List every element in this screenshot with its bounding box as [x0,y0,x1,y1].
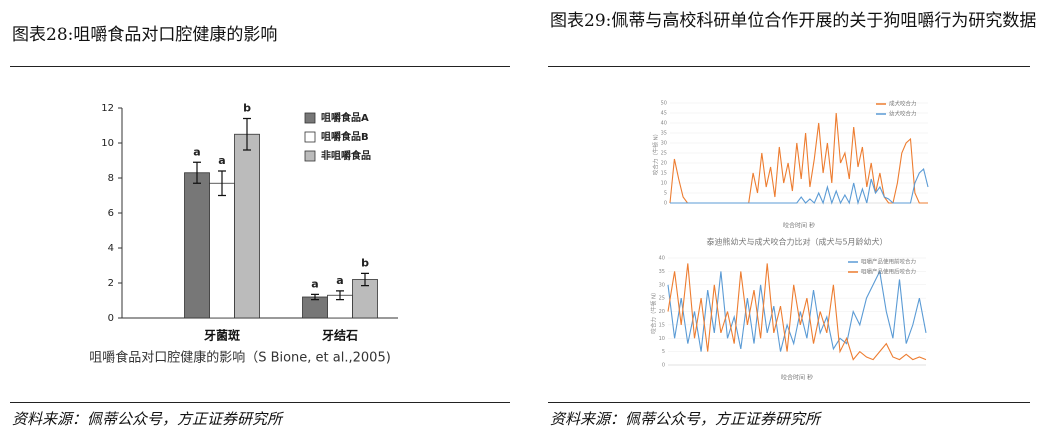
bar [234,133,260,319]
error-bar [218,170,226,197]
source: 资料来源：佩蒂公众号，方正证券研究所 [12,410,283,428]
y-tick-label: 50 [661,101,667,107]
significance-letter: a [336,274,343,287]
line-series [667,263,927,361]
error-bar [336,290,344,301]
rule [10,66,510,67]
y-tick-label: 12 [101,103,114,114]
y-tick-label: 20 [659,309,665,315]
line-series [669,112,928,204]
significance-letter: b [243,102,251,115]
error-bar [311,293,319,301]
x-tick-label: 牙结石 [322,328,358,343]
rule [548,402,1030,403]
legend-swatch [304,112,316,124]
x-axis-label: 咬合时间 秒 [781,374,813,382]
y-tick-label: 15 [659,322,665,328]
legend-label: 咀嚼食品A [321,111,369,124]
y-axis-label: 咬合力（牛顿 N） [650,289,658,333]
legend-swatch [304,150,316,162]
rule [548,66,1030,67]
legend-swatch [304,131,316,143]
significance-letter: b [361,256,369,269]
y-tick-label: 45 [661,111,667,117]
y-tick-label: 8 [108,173,114,184]
x-tick-label: 牙菌斑 [204,328,240,343]
significance-letter: a [311,277,318,290]
legend-label: 咀嚼食品B [321,130,369,143]
figure-title: 图表29:佩蒂与高校科研单位合作开展的关于狗咀嚼行为研究数据 [550,11,1037,31]
y-tick-label: 10 [661,181,667,187]
y-tick-label: 30 [661,141,667,147]
y-tick-label: 0 [664,201,667,207]
y-tick-label: 2 [108,278,114,289]
chart-title: 泰迪熊幼犬与成犬咬合力比对（成犬与5月龄幼犬） [706,237,887,247]
error-bar [243,117,251,151]
legend-label: 成犬咬合力 [889,100,917,108]
x-axis-label: 咬合时间 秒 [783,222,815,230]
line-series [667,269,927,352]
y-tick-label: 25 [659,296,665,302]
y-tick-label: 20 [661,161,667,167]
significance-letter: a [193,145,200,158]
legend-label: 非咀嚼食品 [321,149,371,162]
error-bar [193,161,201,184]
y-tick-label: 40 [661,121,667,127]
error-bar [361,272,369,287]
y-tick-label: 40 [659,256,665,262]
y-tick-label: 10 [101,138,114,149]
y-axis-label: 咬合力（牛顿 N） [652,131,660,175]
figure-title: 图表28:咀嚼食品对口腔健康的影响 [12,25,278,45]
y-tick-label: 35 [659,269,665,275]
rule [10,402,510,403]
y-tick-label: 6 [108,208,114,219]
y-tick-label: 5 [664,191,667,197]
y-tick-label: 25 [661,151,667,157]
y-tick-label: 35 [661,131,667,137]
y-tick-label: 10 [659,336,665,342]
significance-letter: a [218,154,225,167]
legend-label: 咀嚼产品使用前咬合力 [861,258,916,266]
y-tick-label: 0 [662,363,665,369]
line-series [670,167,929,206]
y-tick-label: 15 [661,171,667,177]
y-tick-label: 30 [659,282,665,288]
legend-label: 咀嚼产品使用后咬合力 [861,268,916,276]
y-tick-label: 5 [662,349,665,355]
y-tick-label: 4 [108,243,114,254]
bar [209,182,235,319]
legend-label: 幼犬咬合力 [889,110,917,118]
source: 资料来源：佩蒂公众号，方正证券研究所 [550,410,821,428]
bar [184,172,210,319]
chart-caption: 咀嚼食品对口腔健康的影响（S Bione, et al.,2005) [89,350,391,366]
y-tick-label: 0 [108,313,114,324]
